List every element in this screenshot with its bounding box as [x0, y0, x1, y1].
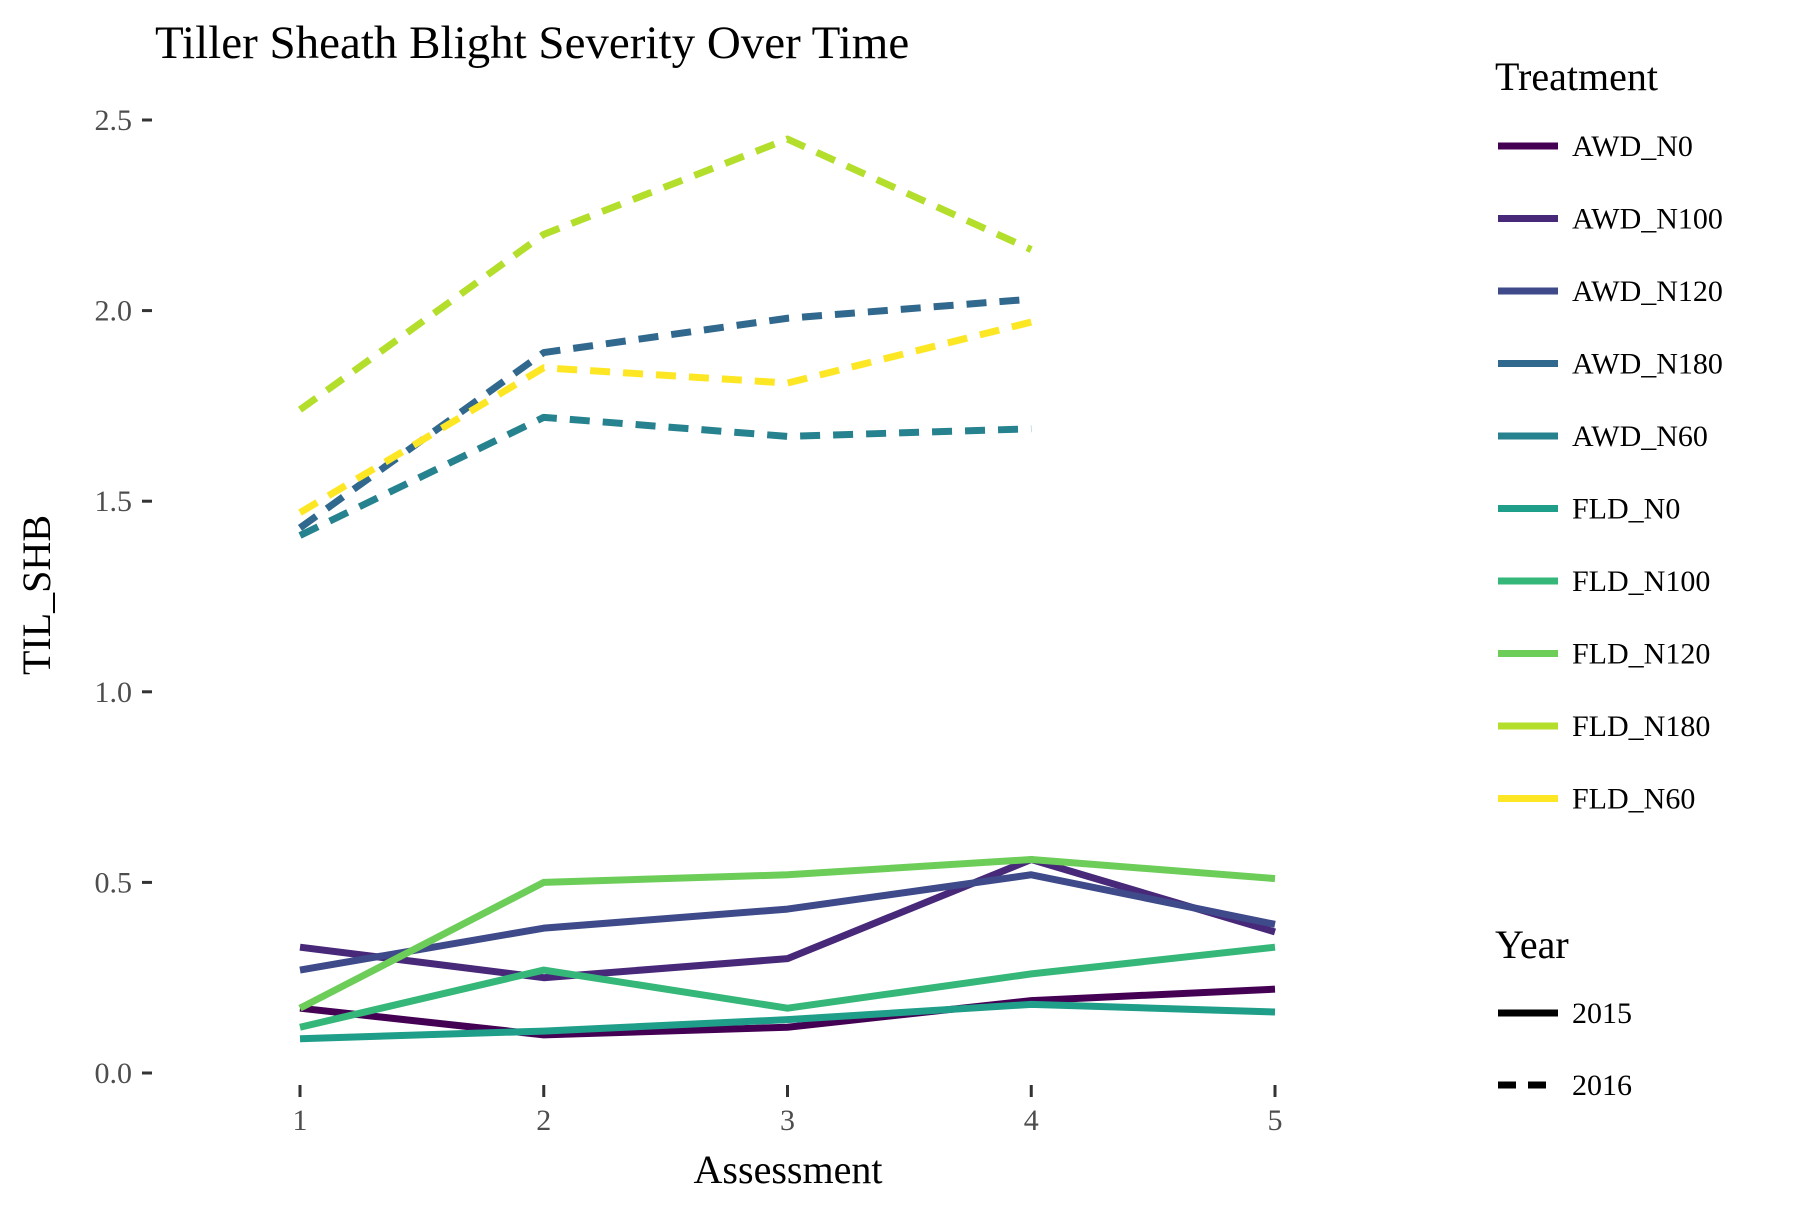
- legend-treatment-title: Treatment: [1495, 54, 1658, 99]
- legend-label: AWD_N120: [1572, 275, 1723, 308]
- x-tick-label: 3: [780, 1104, 795, 1137]
- legend-label: FLD_N60: [1572, 783, 1695, 816]
- legend-label: AWD_N180: [1572, 348, 1723, 381]
- series-line-awd-n0-2015: [299, 985, 1276, 1039]
- series-line-fld-n180-2016: [297, 135, 1033, 413]
- series-line-awd-n60-2016: [298, 413, 1032, 539]
- legend-label: 2015: [1572, 997, 1632, 1030]
- series-line-awd-n120-2015: [299, 871, 1276, 974]
- legend-label: FLD_N120: [1572, 638, 1710, 671]
- x-axis: 1 2 3 4 5: [293, 1085, 1283, 1137]
- legend-label: FLD_N0: [1572, 493, 1680, 526]
- legend-treatment: Treatment AWD_N0 AWD_N100 AWD_N120 AWD_N180…: [1495, 54, 1723, 816]
- chart-title: Tiller Sheath Blight Severity Over Time: [155, 17, 909, 69]
- y-tick-label: 1.5: [95, 485, 133, 518]
- legend-label: AWD_N60: [1572, 420, 1708, 453]
- legend-label: FLD_N180: [1572, 710, 1710, 743]
- series-layer: [297, 135, 1276, 1043]
- y-tick-label: 2.5: [95, 104, 133, 137]
- x-tick-label: 4: [1024, 1104, 1039, 1137]
- series-line-fld-n120-2015: [298, 856, 1276, 1012]
- y-tick-label: 1.0: [95, 676, 133, 709]
- y-tick-label: 2.0: [95, 295, 133, 328]
- y-tick-label: 0.5: [95, 866, 133, 899]
- legend-year-title: Year: [1495, 922, 1569, 967]
- y-axis: 0.0 0.5 1.0 1.5 2.0 2.5: [95, 104, 152, 1090]
- series-line-fld-n60-2016: [298, 318, 1033, 516]
- series-line-fld-n100-2015: [299, 943, 1276, 1031]
- legend-year: Year 2015 2016: [1495, 922, 1632, 1102]
- y-tick-label: 0.0: [95, 1057, 133, 1090]
- legend-label: FLD_N100: [1572, 565, 1710, 598]
- series-line-fld-n0-2015: [299, 1000, 1276, 1043]
- legend-label: AWD_N0: [1572, 130, 1693, 163]
- y-axis-title: TIL_SHB: [14, 515, 59, 675]
- x-tick-label: 1: [293, 1104, 308, 1137]
- x-tick-label: 5: [1268, 1104, 1283, 1137]
- legend-label: 2016: [1572, 1069, 1632, 1102]
- x-axis-title: Assessment: [694, 1147, 883, 1192]
- series-line-awd-n100-2015: [299, 856, 1276, 982]
- legend-label: AWD_N100: [1572, 203, 1723, 236]
- x-tick-label: 2: [536, 1104, 551, 1137]
